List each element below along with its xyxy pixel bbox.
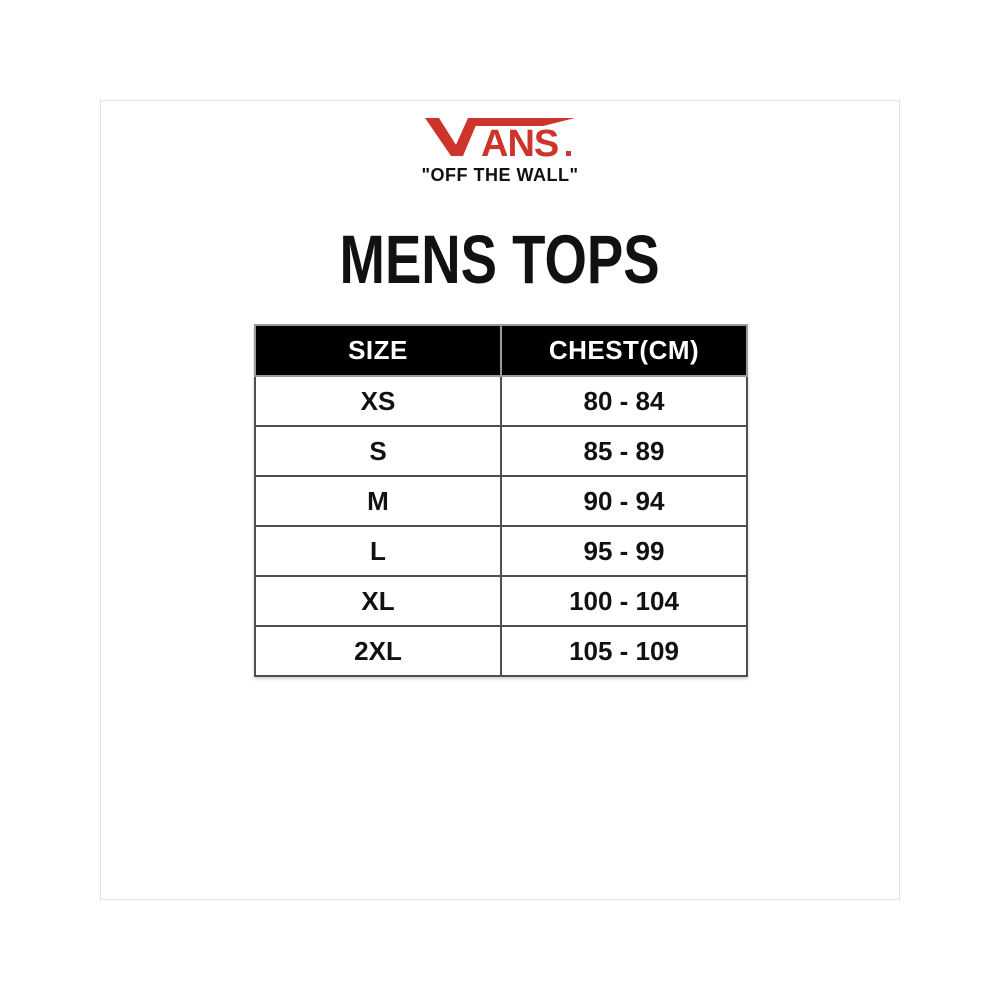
size-chart-table: SIZE CHEST(CM) XS 80 - 84 S 85 - 89 M 90… <box>254 324 748 677</box>
size-cell: S <box>254 425 502 477</box>
page-title-text: MENS TOPS <box>339 221 661 298</box>
table-row: XS 80 - 84 <box>254 375 748 427</box>
vans-logo: ANS "OFF THE WALL" <box>101 117 899 186</box>
size-cell: 2XL <box>254 625 502 677</box>
chest-cell: 80 - 84 <box>500 375 748 427</box>
vans-letters: ANS <box>481 123 558 157</box>
chest-cell: 85 - 89 <box>500 425 748 477</box>
table-row: M 90 - 94 <box>254 475 748 527</box>
chest-cell: 95 - 99 <box>500 525 748 577</box>
header-row: SIZE CHEST(CM) <box>254 324 748 377</box>
chest-cell: 100 - 104 <box>500 575 748 627</box>
size-chart-card: ANS "OFF THE WALL" MENS TOPS SIZE CHEST(… <box>100 100 900 900</box>
size-cell: XL <box>254 575 502 627</box>
column-header-chest: CHEST(CM) <box>500 324 748 377</box>
size-cell: M <box>254 475 502 527</box>
page-title: MENS TOPS <box>101 225 899 294</box>
table-row: XL 100 - 104 <box>254 575 748 627</box>
chest-cell: 90 - 94 <box>500 475 748 527</box>
size-cell: XS <box>254 375 502 427</box>
column-header-size: SIZE <box>254 324 502 377</box>
chest-cell: 105 - 109 <box>500 625 748 677</box>
vans-wordmark-icon: ANS <box>425 118 575 157</box>
off-the-wall-tagline: "OFF THE WALL" <box>421 165 579 185</box>
table-row: 2XL 105 - 109 <box>254 625 748 677</box>
table-row: S 85 - 89 <box>254 425 748 477</box>
size-cell: L <box>254 525 502 577</box>
table-row: L 95 - 99 <box>254 525 748 577</box>
